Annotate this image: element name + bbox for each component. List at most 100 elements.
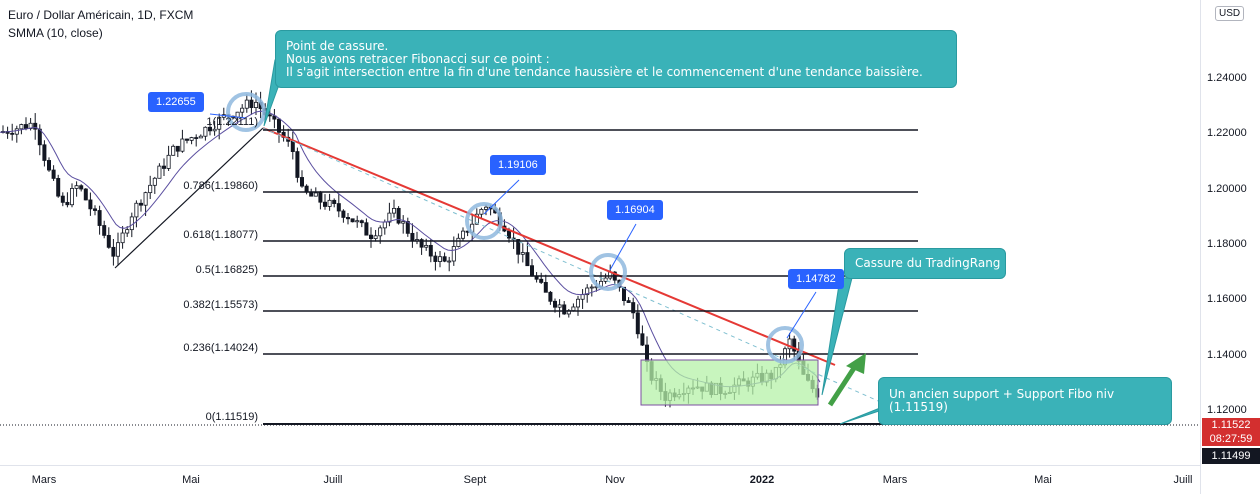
candle-body xyxy=(631,302,636,314)
price-label-1-19106[interactable]: 1.19106 xyxy=(490,155,546,175)
candle-body xyxy=(37,128,42,146)
candle-body xyxy=(102,225,107,236)
fib-label-0618: 0.618(1.18077) xyxy=(183,229,258,241)
candle-body xyxy=(373,235,378,239)
candle-body xyxy=(557,304,562,308)
crosshair-price-tag: 1.11499 xyxy=(1202,448,1260,464)
time-label-sept-2021: Sept xyxy=(463,474,487,486)
candle-body xyxy=(626,300,631,303)
callout-breakpoint[interactable]: Point de cassure. Nous avons retracer Fi… xyxy=(275,30,957,88)
candle-body xyxy=(341,210,346,218)
candle-body xyxy=(562,304,567,315)
candle-body xyxy=(506,230,511,239)
uptrend-line xyxy=(114,127,264,269)
time-label-mars-2021: Mars xyxy=(31,474,57,486)
candle-body xyxy=(272,115,277,120)
candle-body xyxy=(56,178,61,197)
label-pointers xyxy=(209,113,817,339)
smma-line xyxy=(0,110,821,388)
candle-body xyxy=(194,137,199,139)
candle-body xyxy=(787,338,792,350)
candle-body xyxy=(405,221,410,234)
candle-body xyxy=(401,221,406,224)
time-label-mai-2021: Mai xyxy=(182,474,200,486)
downtrend-line xyxy=(262,127,836,366)
fib-label-0382: 0.382(1.15573) xyxy=(183,299,258,311)
callout-support[interactable]: Un ancien support + Support Fibo niv (1.… xyxy=(878,377,1172,425)
candle-body xyxy=(120,232,125,244)
candle-body xyxy=(60,195,65,203)
candle-body xyxy=(345,217,350,220)
candle-body xyxy=(10,132,15,135)
candle-body xyxy=(483,206,488,210)
candle-body xyxy=(474,213,479,225)
candle-body xyxy=(129,216,134,231)
candle-body xyxy=(543,282,548,293)
candle-body xyxy=(553,300,558,308)
callout-breakout[interactable]: Cassure du TradingRang xyxy=(844,248,1006,279)
candle-body xyxy=(433,255,438,262)
time-label-2022: 2022 xyxy=(749,474,775,486)
price-label-1-14782[interactable]: 1.14782 xyxy=(788,269,844,289)
price-tick-124: 1.24000 xyxy=(1207,72,1247,84)
candle-body xyxy=(309,191,314,197)
candle-body xyxy=(318,192,323,203)
candle-body xyxy=(792,338,797,352)
candle-body xyxy=(70,188,75,206)
candle-body xyxy=(299,177,304,187)
indicator-legend[interactable]: SMMA (10, close) xyxy=(8,26,103,40)
time-label-nov-2021: Nov xyxy=(605,474,625,486)
candle-body xyxy=(520,252,525,255)
chart-symbol-title[interactable]: Euro / Dollar Américain, 1D, FXCM xyxy=(8,8,194,22)
time-axis[interactable]: Mars Mai Juill Sept Nov 2022 Mars Mai Ju… xyxy=(0,465,1200,495)
callout-line-3: Il s'agit intersection entre la fin d'un… xyxy=(286,65,923,79)
fib-label-0236: 0.236(1.14024) xyxy=(183,342,258,354)
candle-body xyxy=(157,165,162,179)
candle-body xyxy=(93,208,98,211)
candle-body xyxy=(419,239,424,248)
candle-body xyxy=(410,232,415,242)
time-label-mai-2022: Mai xyxy=(1034,474,1052,486)
candle-body xyxy=(456,237,461,247)
fib-label-1: 1(1.22111) xyxy=(206,116,258,128)
candle-body xyxy=(322,201,327,207)
current-price-tag: 1.11522 xyxy=(1202,418,1260,432)
candle-body xyxy=(19,124,24,130)
time-label-mars-2022: Mars xyxy=(882,474,908,486)
fib-label-05: 0.5(1.16825) xyxy=(195,264,258,276)
candle-body xyxy=(359,220,364,224)
candle-body xyxy=(125,229,130,234)
fib-label-0: 0(1.11519) xyxy=(205,411,258,423)
price-chart[interactable] xyxy=(0,0,1200,465)
candle-body xyxy=(171,145,176,156)
candle-body xyxy=(148,184,153,194)
candle-body xyxy=(479,209,484,215)
price-label-1-16904[interactable]: 1.16904 xyxy=(607,200,663,220)
candle-body xyxy=(350,218,355,223)
candle-body xyxy=(212,128,217,132)
candle-body xyxy=(516,239,521,255)
candle-body xyxy=(382,221,387,229)
candle-body xyxy=(576,298,581,308)
candle-body xyxy=(116,242,121,257)
green-arrow xyxy=(827,353,866,407)
currency-button[interactable]: USD xyxy=(1215,6,1245,21)
price-tick-118: 1.18000 xyxy=(1207,238,1247,250)
candle-body xyxy=(189,137,194,141)
candle-body xyxy=(217,116,222,130)
candle-body xyxy=(14,128,19,135)
candle-body xyxy=(267,114,272,117)
candle-body xyxy=(138,202,143,206)
candle-body xyxy=(378,227,383,237)
candle-body xyxy=(437,256,442,262)
price-label-1-22655[interactable]: 1.22655 xyxy=(148,92,204,112)
price-tick-114: 1.14000 xyxy=(1207,349,1247,361)
callout-line-2: Nous avons retracer Fibonacci sur ce poi… xyxy=(286,52,550,66)
candle-body xyxy=(23,124,28,129)
candle-body xyxy=(97,210,102,226)
price-axis[interactable]: USD 1.24000 1.22000 1.20000 1.18000 1.16… xyxy=(1200,0,1260,494)
candle-body xyxy=(74,185,79,189)
candle-body xyxy=(622,286,627,302)
candle-body xyxy=(175,145,180,152)
time-label-juill-2022: Juill xyxy=(1173,474,1193,486)
